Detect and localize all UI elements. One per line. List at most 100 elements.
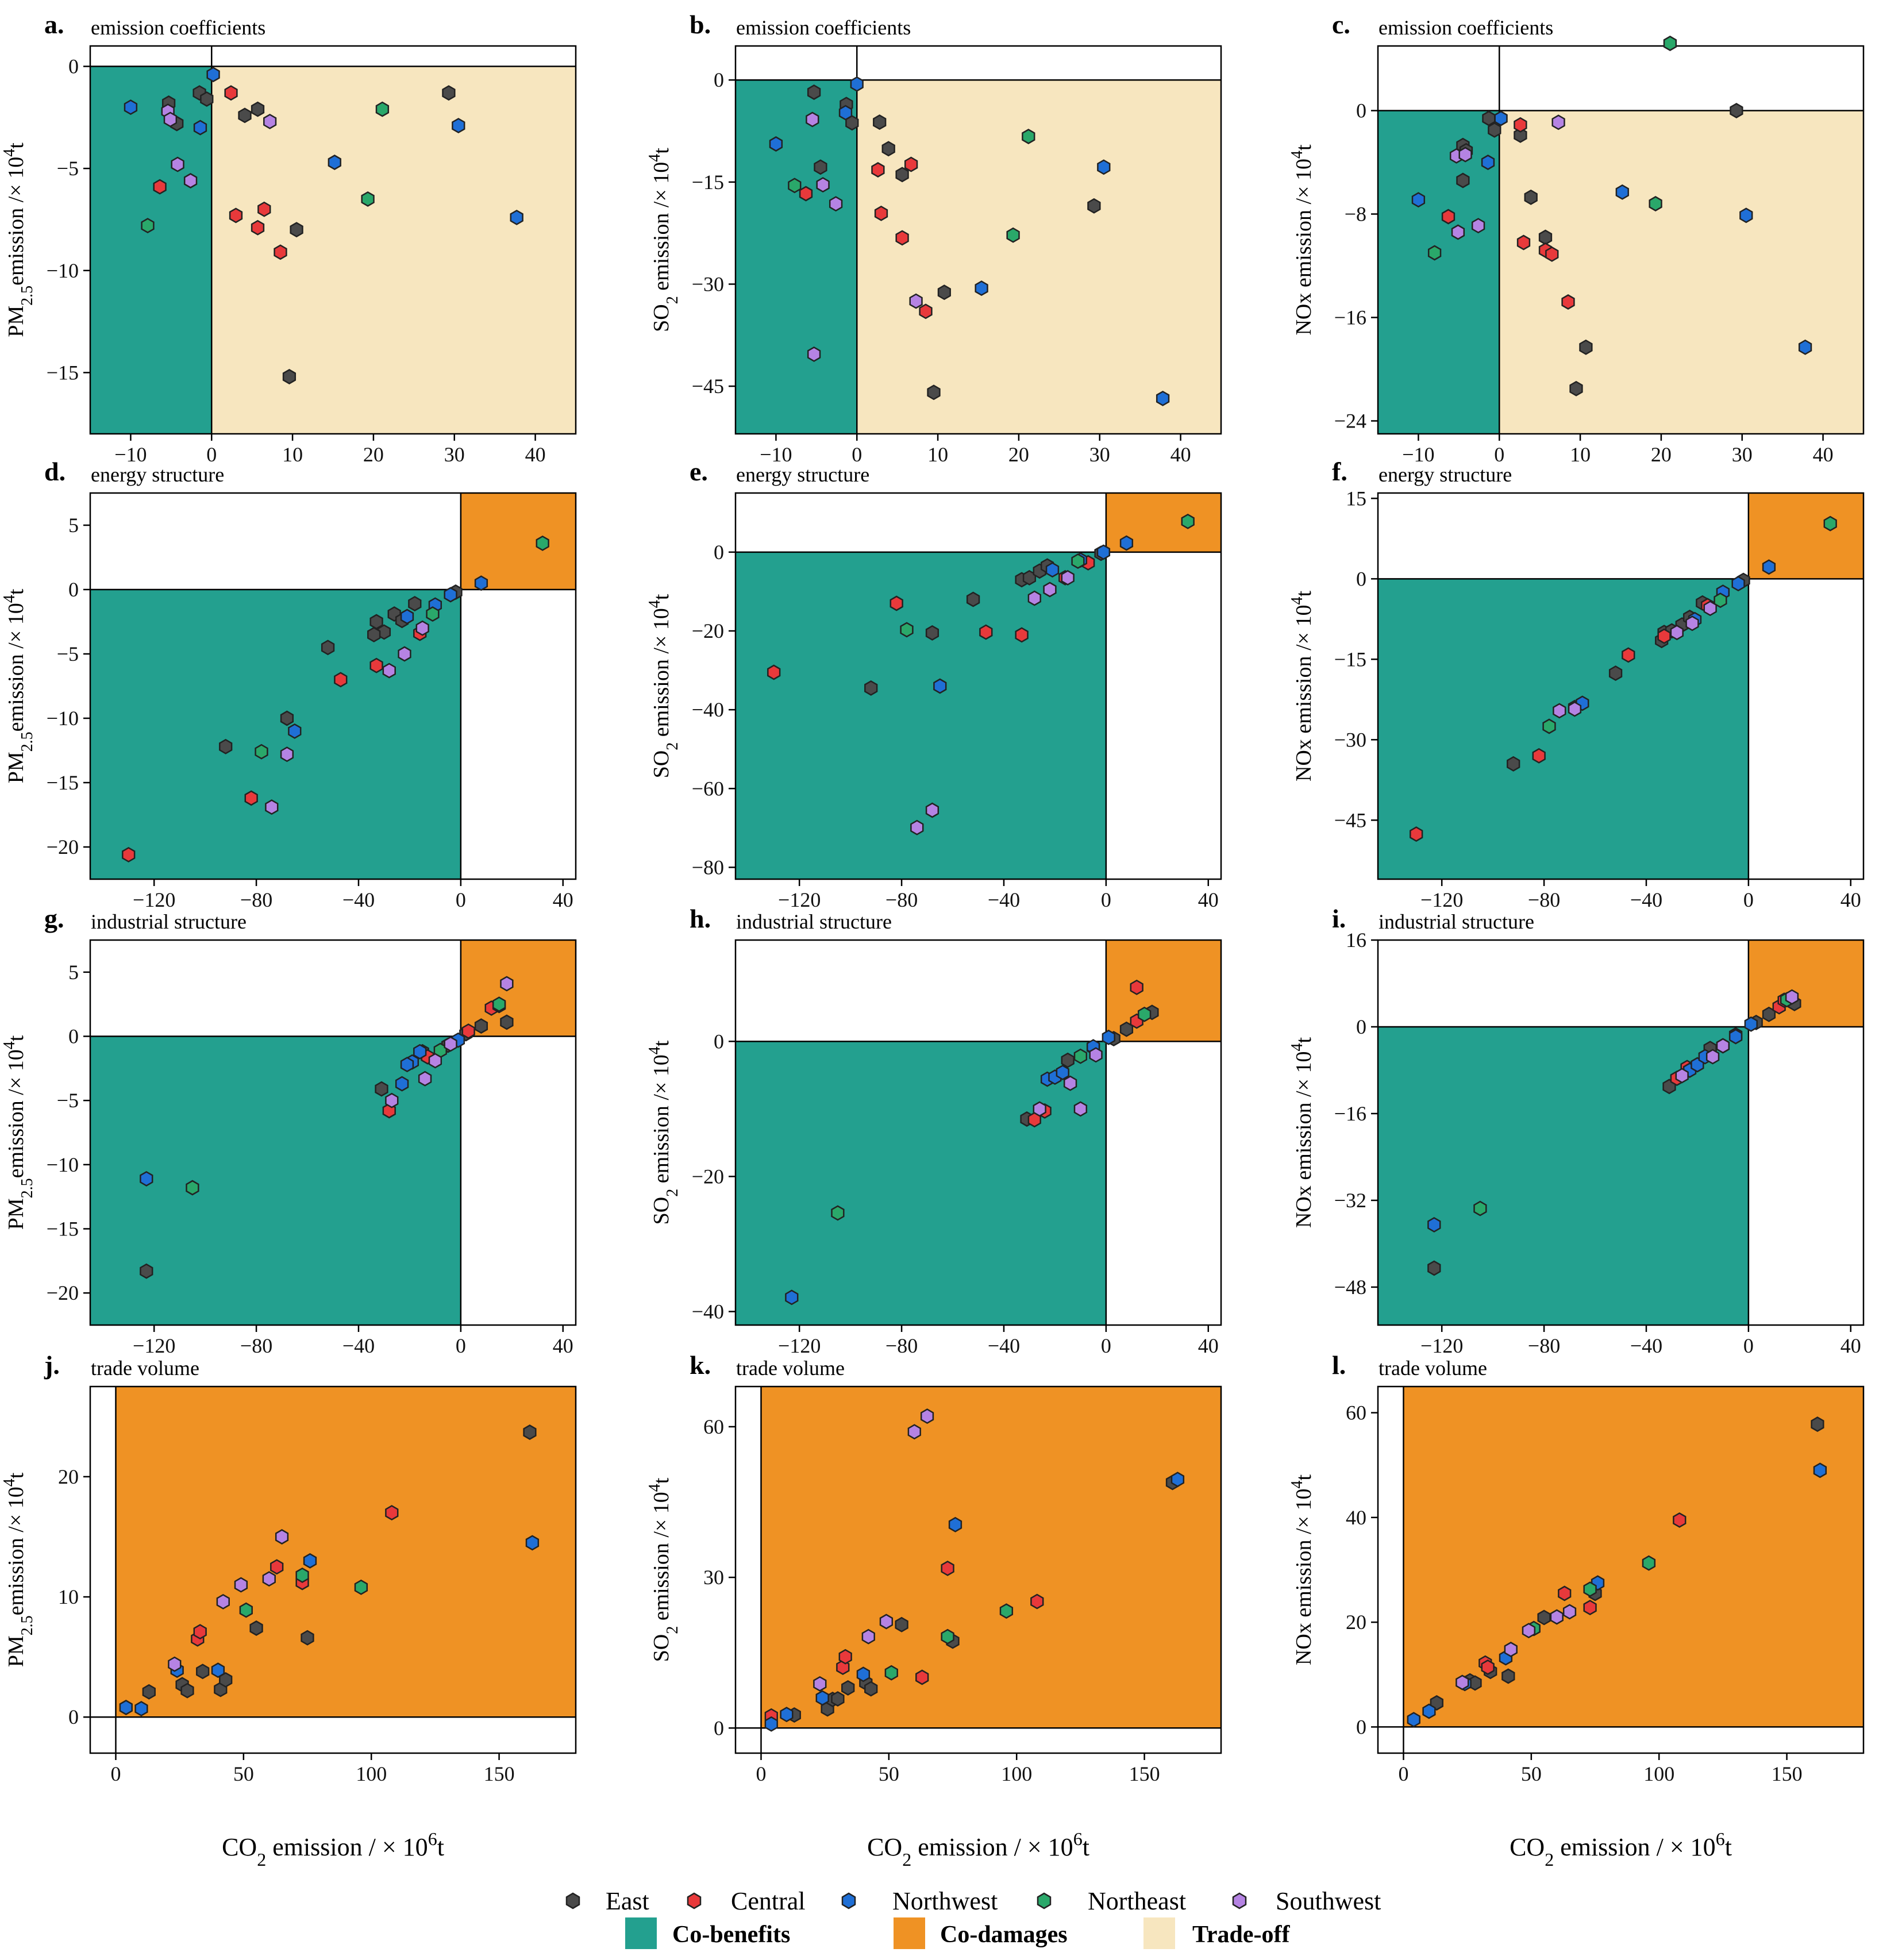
data-point-northwest bbox=[850, 76, 864, 92]
y-tick-label: 0 bbox=[1356, 1015, 1366, 1038]
data-point-southwest bbox=[1553, 703, 1566, 719]
x-tick-label: 40 bbox=[1198, 888, 1219, 911]
data-point-southwest bbox=[500, 976, 514, 992]
y-axis-label: SO2 emission /× 104t bbox=[646, 594, 681, 778]
y-tick-label: −5 bbox=[57, 1089, 79, 1112]
data-point-northwest bbox=[1102, 1029, 1115, 1045]
panel-title: emission coefficients bbox=[1379, 16, 1553, 39]
data-point-central bbox=[1583, 1600, 1597, 1616]
y-tick-label: −20 bbox=[692, 619, 724, 642]
data-point-northwest bbox=[206, 67, 220, 83]
data-point-central bbox=[1030, 1593, 1044, 1609]
y-tick-label: 0 bbox=[714, 1716, 724, 1739]
y-tick-label: 60 bbox=[703, 1415, 724, 1438]
data-point-southwest bbox=[920, 1408, 934, 1424]
ylabel-subscript: 2.5 bbox=[18, 1615, 36, 1635]
x-tick-label: 20 bbox=[1008, 443, 1029, 466]
data-point-central bbox=[979, 624, 993, 640]
panel-letter: f. bbox=[1332, 457, 1347, 486]
x-tick-label: −10 bbox=[114, 443, 147, 466]
x-tick-label: 40 bbox=[553, 1334, 573, 1357]
data-point-southwest bbox=[925, 802, 940, 818]
x-tick-label: 40 bbox=[525, 443, 546, 466]
data-point-southwest bbox=[280, 746, 294, 763]
ylabel-superscript: 4 bbox=[646, 1484, 664, 1492]
panels-group: −10 0 10 20 30 400−5−10−15a. emission coeffici… bbox=[1, 10, 1865, 1870]
x-tick-label: −120 bbox=[1420, 888, 1463, 911]
data-point-east bbox=[1811, 1416, 1824, 1433]
x-tick-label: 40 bbox=[1813, 443, 1834, 466]
panel-title: industrial structure bbox=[91, 910, 247, 933]
ylabel-text-post: t bbox=[649, 148, 673, 154]
x-tick-label: 0 bbox=[1494, 443, 1504, 466]
data-point-northeast bbox=[1663, 36, 1677, 51]
data-point-southwest bbox=[1043, 582, 1057, 598]
data-point-northwest bbox=[948, 1516, 962, 1532]
x-tick-label: 100 bbox=[1643, 1762, 1674, 1785]
y-tick-label: −45 bbox=[1334, 808, 1366, 831]
panel-title: trade volume bbox=[91, 1357, 199, 1380]
ylabel-text: PM bbox=[4, 306, 28, 337]
data-point-northwest bbox=[140, 1170, 153, 1187]
data-point-southwest bbox=[909, 293, 923, 309]
data-point-southwest bbox=[910, 819, 924, 835]
data-point-southwest bbox=[806, 111, 819, 128]
data-point-east bbox=[238, 107, 252, 124]
data-point-central bbox=[1657, 628, 1671, 644]
y-tick-label: 5 bbox=[68, 514, 79, 537]
y-axis-label: SO2 emission /× 104t bbox=[646, 1040, 681, 1224]
data-point-east bbox=[881, 141, 895, 157]
panel-a: −10 0 10 20 30 40 0 −5 −10 −15 a. emission coeffici… bbox=[1, 10, 577, 466]
x-tick-label: 0 bbox=[206, 443, 217, 466]
xlabel-text: CO bbox=[222, 1833, 257, 1861]
data-point-east bbox=[290, 222, 303, 238]
y-tick-label: −10 bbox=[47, 1153, 79, 1176]
data-point-central bbox=[895, 230, 909, 246]
data-point-east bbox=[375, 1081, 388, 1097]
ylabel-superscript: 4 bbox=[1288, 1043, 1306, 1052]
data-point-southwest bbox=[907, 1424, 921, 1440]
x-tick-label: 100 bbox=[356, 1762, 387, 1785]
data-point-northwest bbox=[933, 678, 947, 694]
data-point-southwest bbox=[1456, 1674, 1469, 1691]
x-tick-label: 40 bbox=[1841, 888, 1861, 911]
x-tick-label: −40 bbox=[1630, 1334, 1662, 1357]
data-point-central bbox=[1673, 1512, 1687, 1528]
y-tick-label: 0 bbox=[1356, 567, 1366, 590]
data-point-northwest bbox=[1170, 1472, 1185, 1488]
zone-co-damages bbox=[761, 1387, 1221, 1728]
ylabel-subscript: 2.5 bbox=[18, 731, 36, 752]
data-point-southwest bbox=[813, 1676, 827, 1692]
data-point-east bbox=[219, 738, 233, 754]
data-point-east bbox=[367, 626, 381, 642]
xlabel-superscript: 6 bbox=[428, 1828, 437, 1849]
data-point-northeast bbox=[999, 1603, 1014, 1619]
zone-co-benefits bbox=[736, 80, 857, 434]
data-point-northwest bbox=[1762, 559, 1776, 575]
data-point-east bbox=[180, 1682, 194, 1699]
y-tick-label: −48 bbox=[1334, 1276, 1366, 1299]
ylabel-subscript: 2 bbox=[664, 296, 681, 304]
data-point-central bbox=[871, 162, 885, 178]
panel-letter: c. bbox=[1332, 10, 1350, 39]
data-point-east bbox=[196, 1664, 210, 1680]
data-point-northeast bbox=[1649, 196, 1662, 211]
data-point-northeast bbox=[900, 622, 914, 638]
legend-row-zones: Co-benefits Co-damages Trade-off bbox=[625, 1917, 1291, 1949]
x-tick-label: 40 bbox=[553, 888, 573, 911]
data-point-east bbox=[301, 1630, 314, 1646]
panel-letter: k. bbox=[690, 1350, 711, 1380]
zone-co-benefits bbox=[90, 590, 461, 879]
ylabel-text-mid: emission /× 10 bbox=[649, 1054, 673, 1189]
x-tick-label: −80 bbox=[1528, 888, 1560, 911]
data-point-east bbox=[807, 84, 821, 100]
y-tick-label: −15 bbox=[47, 1218, 79, 1241]
data-point-southwest bbox=[234, 1577, 248, 1593]
panel-title: energy structure bbox=[91, 463, 224, 486]
ylabel-text-post: t bbox=[4, 588, 28, 595]
x-tick-label: 0 bbox=[1743, 888, 1754, 911]
data-point-east bbox=[1538, 229, 1553, 245]
plot-frame bbox=[734, 492, 1222, 880]
data-point-central bbox=[257, 201, 271, 217]
panel-letter: i. bbox=[1332, 904, 1346, 933]
